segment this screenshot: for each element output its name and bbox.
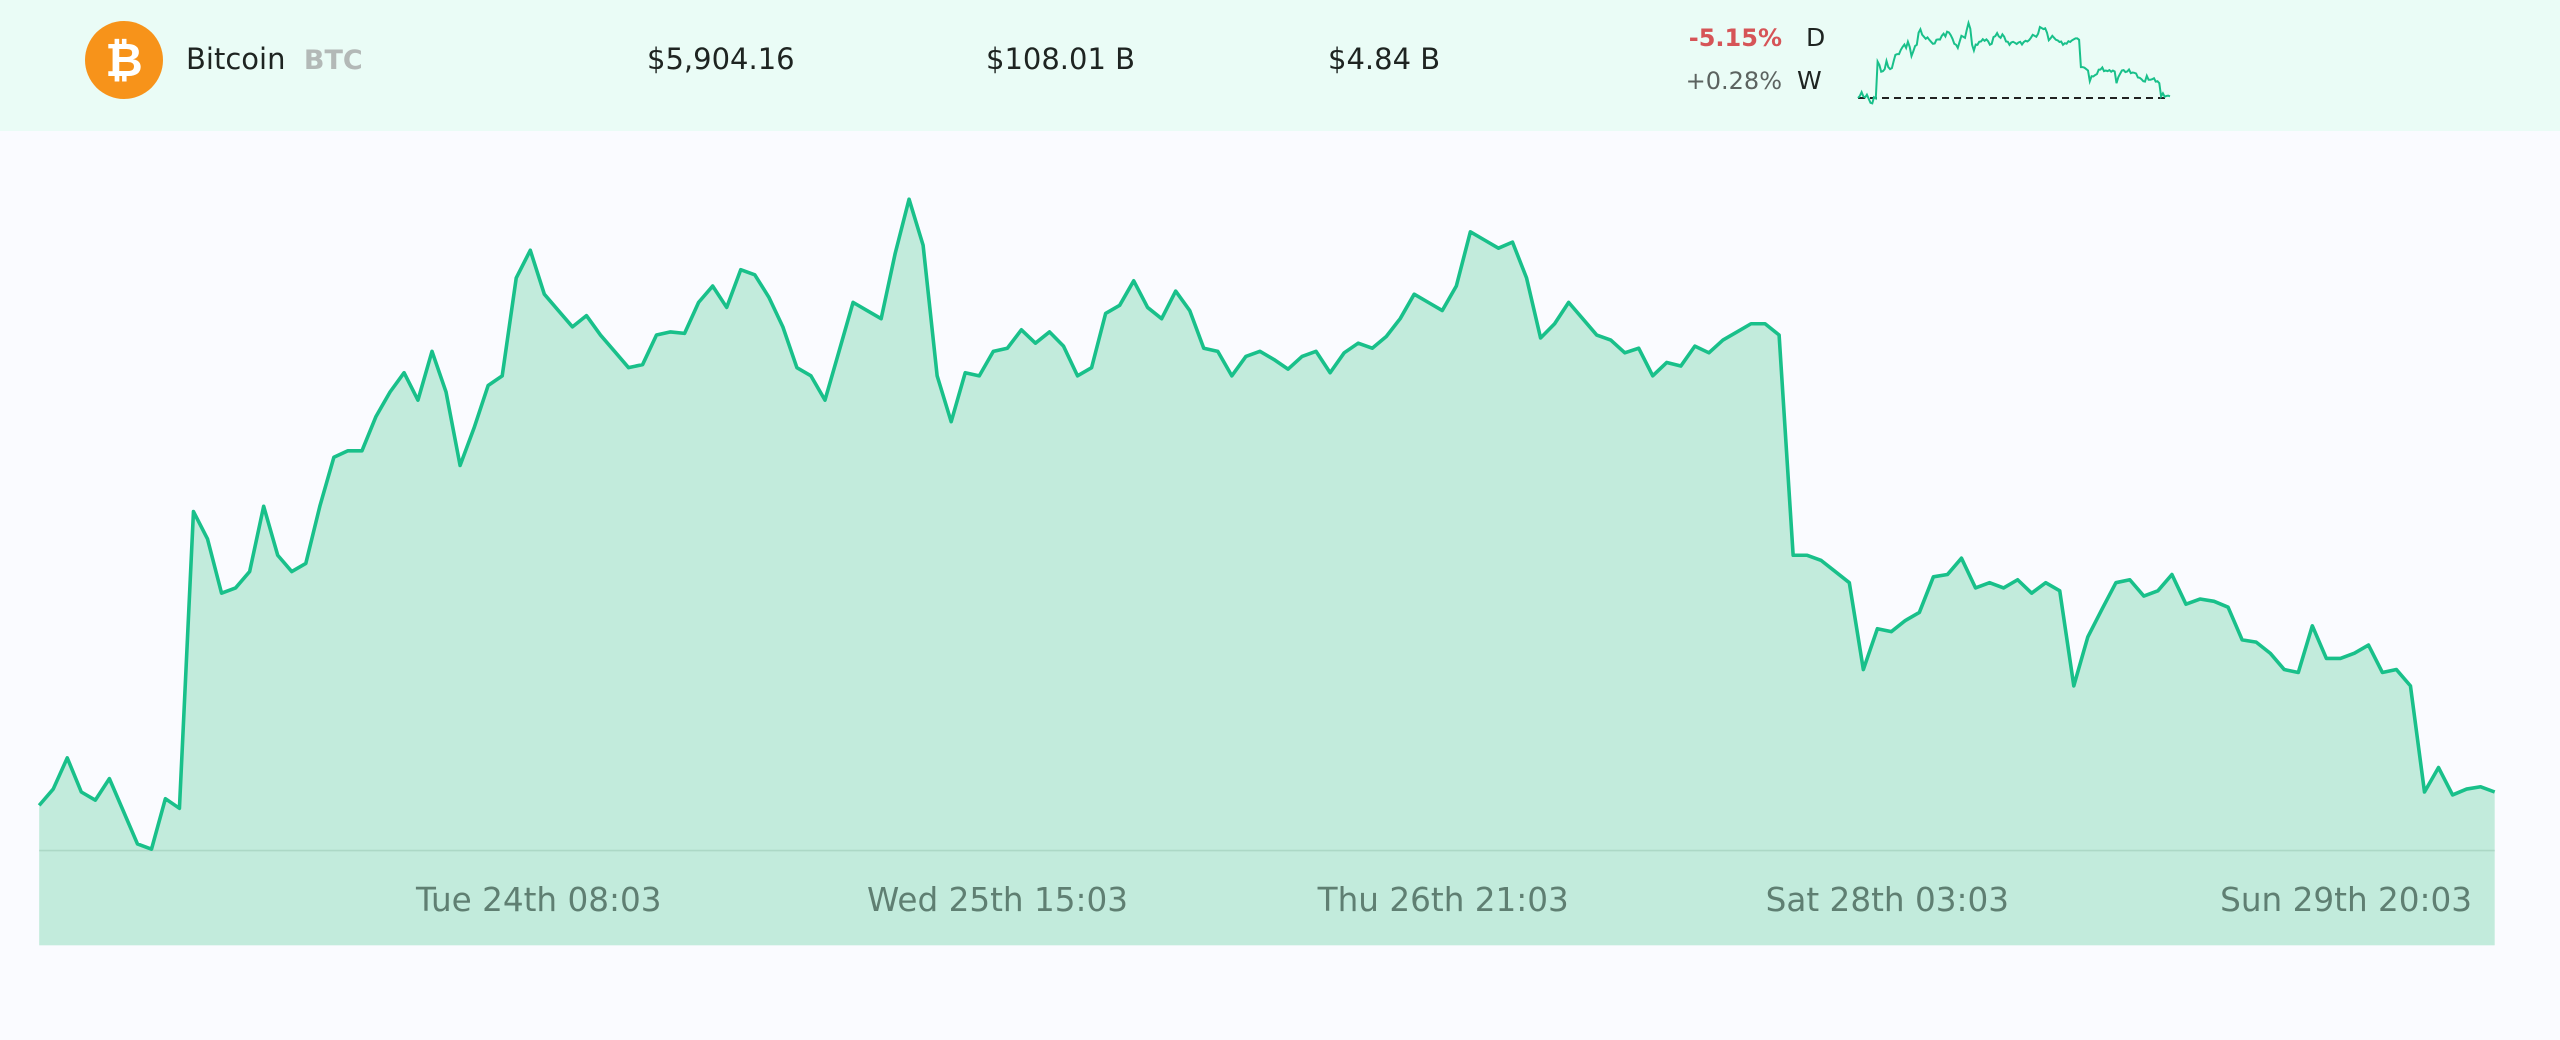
coin-price: $5,904.16 xyxy=(647,42,795,76)
change-week-label: W xyxy=(1797,66,1822,95)
change-week: +0.28% xyxy=(1685,67,1782,95)
coin-symbol: BTC xyxy=(303,45,363,76)
price-area xyxy=(39,199,2495,851)
axis-band xyxy=(39,850,2495,946)
bitcoin-icon: ₿ xyxy=(85,21,163,99)
coin-name-text: Bitcoin xyxy=(186,42,286,76)
sparkline xyxy=(1857,19,2171,105)
sparkline-line xyxy=(1857,19,2171,105)
market-cap: $108.01 B xyxy=(986,42,1136,76)
x-tick-label: Sun 29th 20:03 xyxy=(2220,881,2472,919)
volume: $4.84 B xyxy=(1328,42,1441,76)
change-day: -5.15% xyxy=(1688,24,1782,52)
x-tick-label: Sat 28th 03:03 xyxy=(1766,881,2009,919)
coin-row[interactable]: ₿ Bitcoin BTC $5,904.16 $108.01 B $4.84 … xyxy=(0,0,2560,131)
change-day-label: D xyxy=(1806,23,1826,52)
x-tick-label: Wed 25th 15:03 xyxy=(867,881,1128,919)
x-tick-label: Thu 26th 21:03 xyxy=(1317,881,1569,919)
x-tick-label: Tue 24th 08:03 xyxy=(415,881,662,919)
price-line xyxy=(37,197,2496,851)
coin-name: Bitcoin BTC xyxy=(186,42,363,76)
